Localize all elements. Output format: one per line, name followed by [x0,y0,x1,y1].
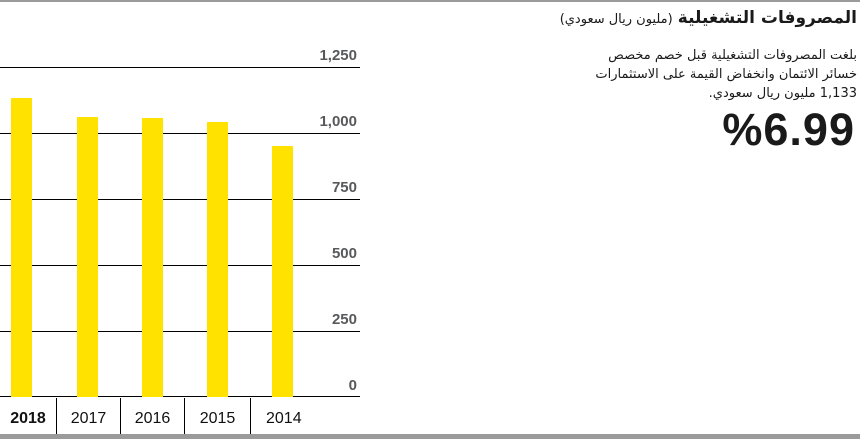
gridline-500 [0,265,360,266]
bar-2015 [207,122,228,397]
gridline-0 [0,396,360,397]
chart-description: بلغت المصروفات التشغيلية قبل خصم مخصص خس… [500,46,857,103]
description-line: 1,133 مليون ريال سعودي. [708,86,857,101]
bar-2016 [142,118,163,397]
bar-chart-plot-area: 0 250 500 750 1,000 1,250 [0,48,360,397]
bar-2014 [272,146,293,397]
chart-title-unit: (مليون ريال سعودي) [559,12,673,27]
y-tick-label-1000: 1,000 [319,113,357,130]
description-line: خسائر الائتمان وانخفاض القيمة على الاستث… [595,67,857,82]
x-axis-filler [312,398,360,434]
description-line: بلغت المصروفات التشغيلية قبل خصم مخصص [608,48,857,63]
y-tick-label-1250: 1,250 [319,47,357,64]
bar-2018 [11,98,32,397]
gridline-1000 [0,133,360,134]
x-tick-label-2017: 2017 [56,398,120,434]
y-tick-label-0: 0 [348,377,357,394]
y-tick-label-250: 250 [331,311,357,328]
bottom-divider-rule [0,434,860,439]
top-divider-rule [0,0,860,2]
x-tick-label-2015: 2015 [184,398,250,434]
x-tick-label-2018: 2018 [10,410,46,427]
chart-title: المصروفات التشغيلية (مليون ريال سعودي) [500,8,857,28]
y-tick-label-750: 750 [331,179,357,196]
bar-2017 [77,117,98,397]
chart-title-text: المصروفات التشغيلية [677,8,857,28]
gridline-750 [0,199,360,200]
gridline-1250 [0,67,360,68]
x-tick-label-2016: 2016 [120,398,184,434]
gridline-250 [0,331,360,332]
highlight-percentage: %6.99 [722,104,855,155]
x-tick-label-2014: 2014 [250,398,312,434]
x-axis-year-band: 2018 2017 2016 2015 2014 [0,398,360,434]
y-tick-label-500: 500 [331,245,357,262]
